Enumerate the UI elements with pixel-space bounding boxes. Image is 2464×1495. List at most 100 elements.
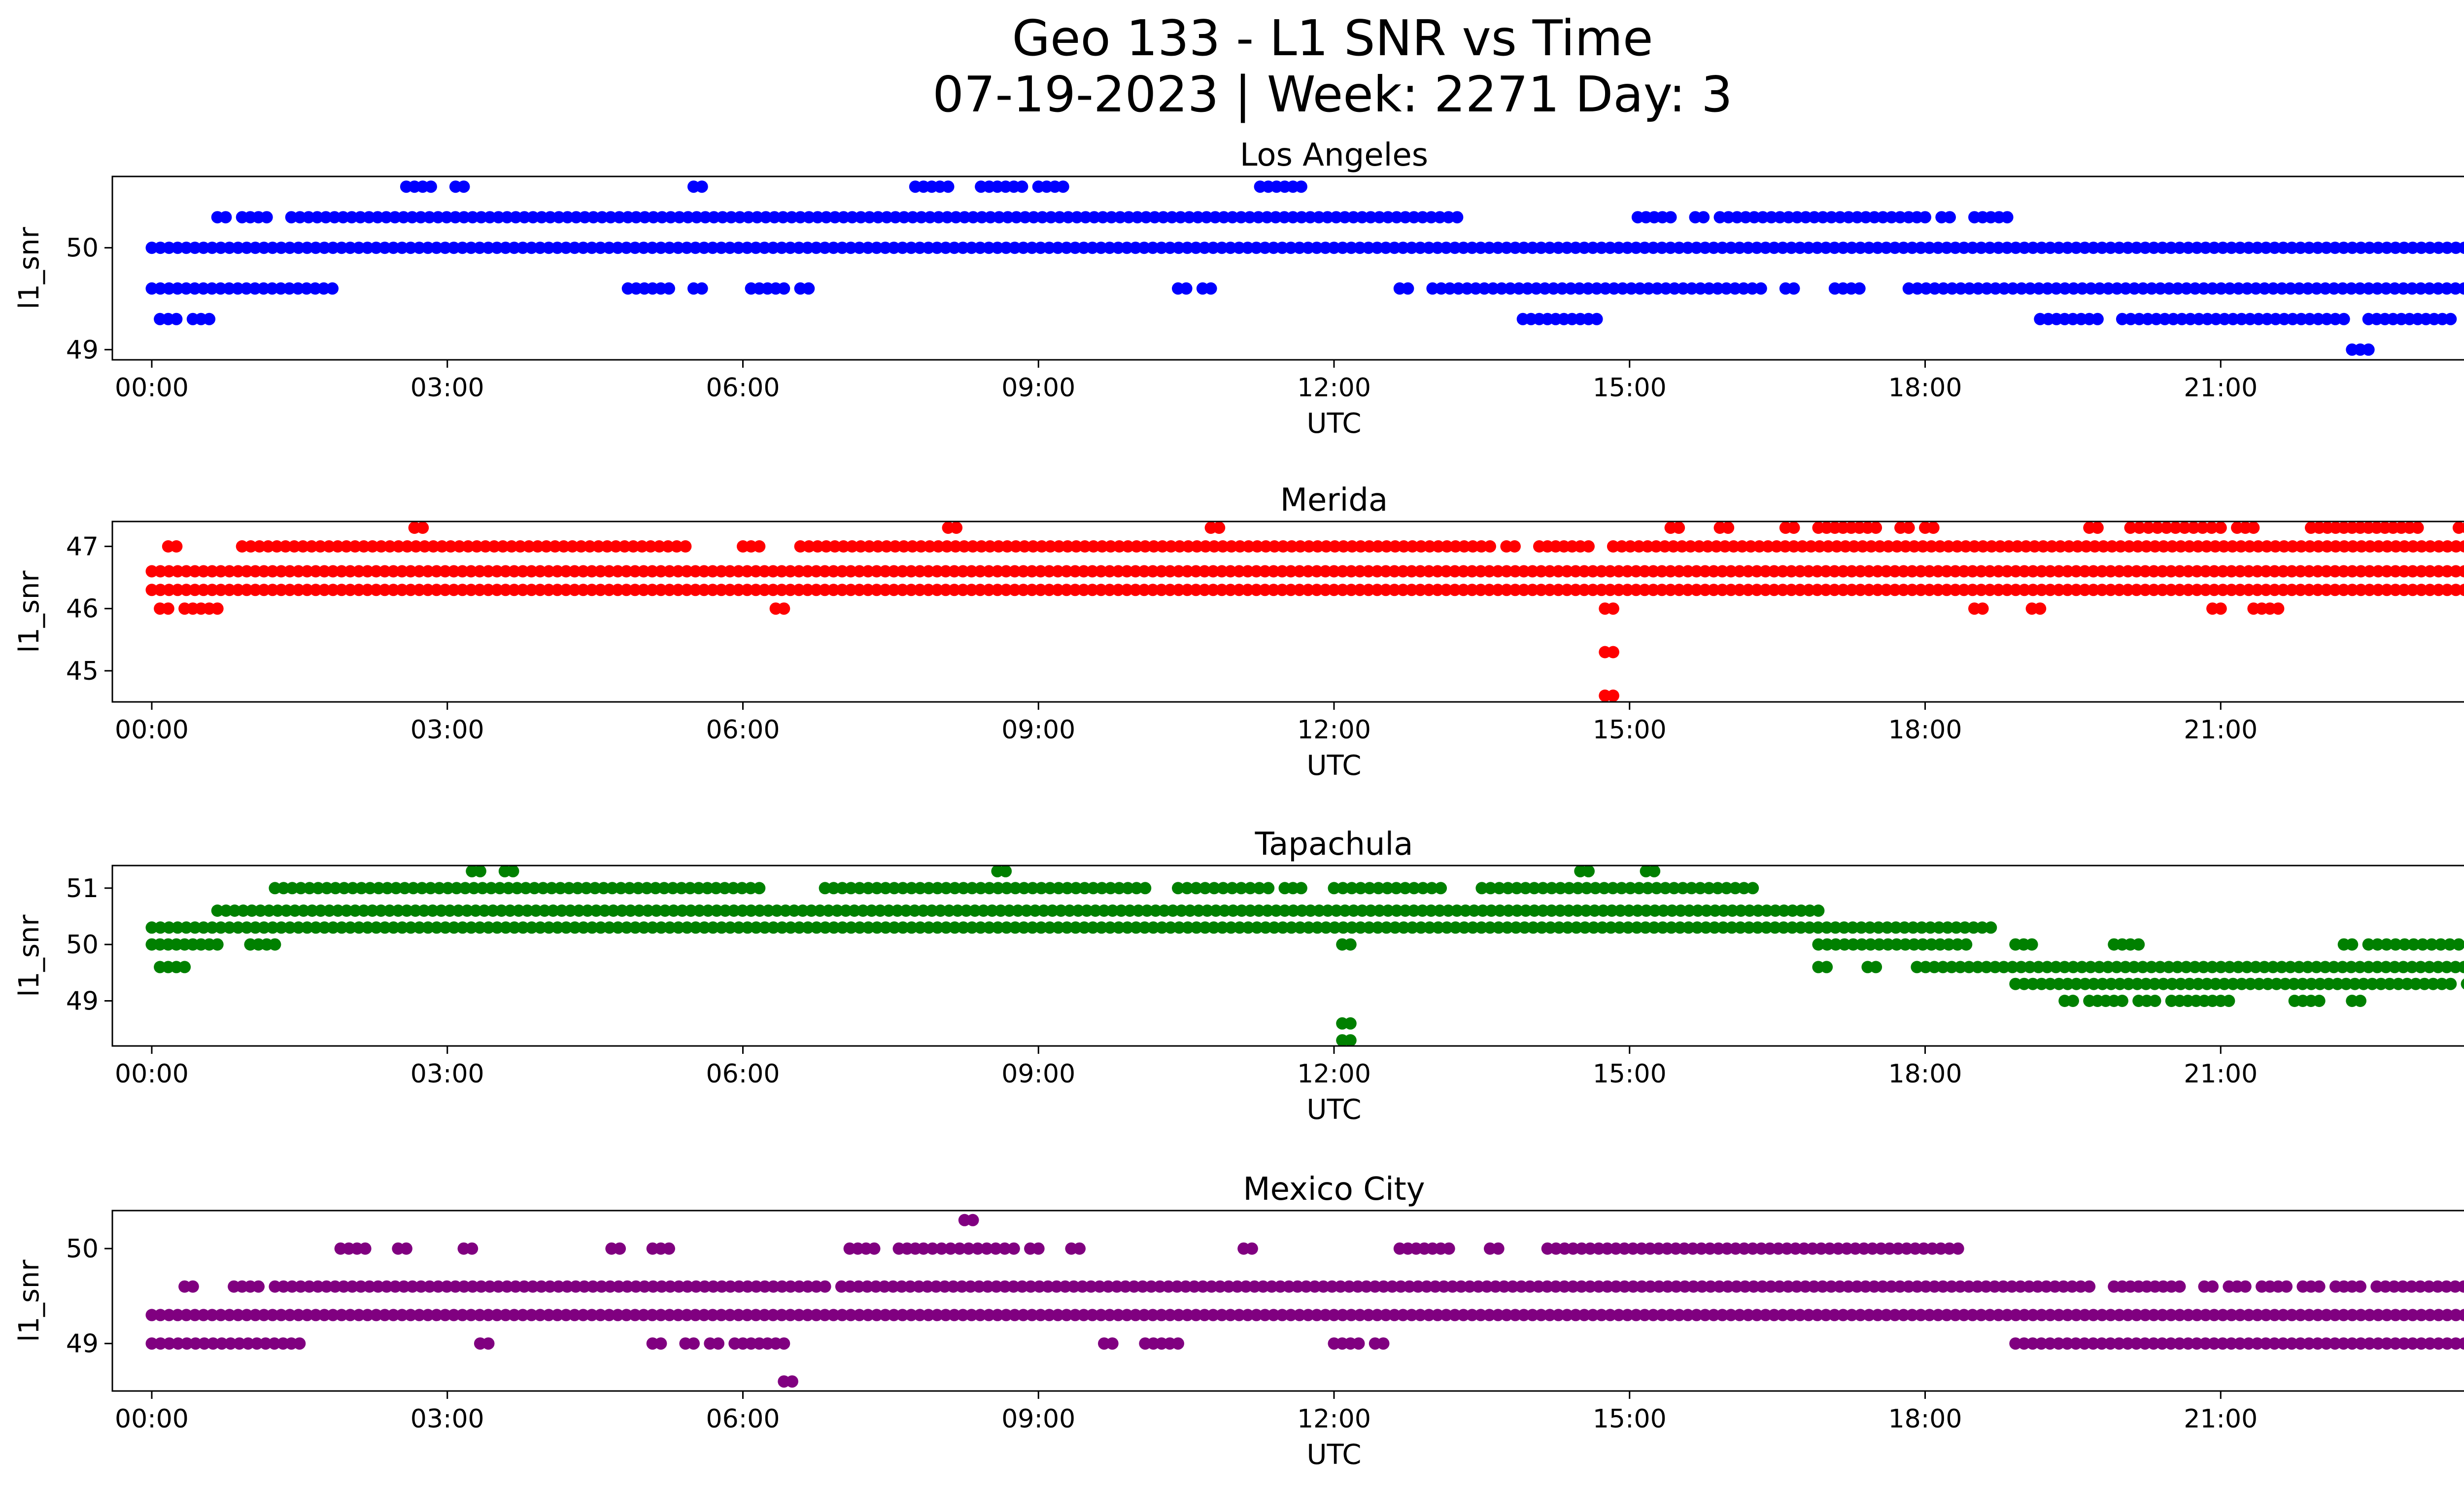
data-point — [2041, 961, 2053, 973]
data-point — [309, 565, 322, 578]
data-point — [2209, 977, 2222, 990]
data-point — [2001, 1309, 2014, 1321]
data-point — [2269, 313, 2282, 325]
data-point — [638, 1280, 651, 1293]
data-point — [1190, 584, 1202, 596]
data-point — [1825, 1280, 1838, 1293]
data-point — [1754, 282, 1767, 295]
data-point — [1354, 1309, 1366, 1321]
data-point — [792, 584, 805, 596]
data-point — [1449, 921, 1462, 934]
data-point — [1957, 1309, 1970, 1321]
data-point — [1957, 584, 1970, 596]
data-point — [706, 584, 719, 596]
data-point — [801, 565, 814, 578]
data-point — [418, 540, 431, 553]
data-point — [870, 242, 883, 254]
data-point — [992, 540, 1005, 553]
data-point — [1129, 921, 1142, 934]
data-point — [1130, 540, 1143, 553]
data-point — [1894, 211, 1907, 224]
data-point — [758, 565, 771, 578]
data-point — [327, 584, 340, 596]
data-point — [1871, 242, 1884, 254]
data-point — [1980, 1280, 1992, 1293]
data-point — [612, 584, 624, 596]
data-point — [1971, 961, 1984, 973]
data-point — [2076, 282, 2088, 295]
data-point — [2200, 540, 2213, 553]
data-point — [1069, 1309, 1082, 1321]
data-point — [1429, 1280, 1441, 1293]
data-point — [874, 904, 887, 917]
data-point — [1224, 565, 1237, 578]
data-point — [1697, 211, 1710, 224]
data-point — [1794, 565, 1807, 578]
data-point — [1198, 242, 1211, 254]
data-point — [2234, 242, 2247, 254]
data-point — [180, 1309, 193, 1321]
data-point — [1172, 565, 1185, 578]
data-point — [771, 904, 783, 917]
data-point — [1250, 565, 1263, 578]
data-point — [1293, 584, 1306, 596]
data-point — [1683, 904, 1696, 917]
data-point — [2120, 282, 2132, 295]
data-point — [2398, 938, 2411, 951]
data-point — [1604, 565, 1616, 578]
data-point — [1363, 921, 1375, 934]
data-point — [490, 1309, 503, 1321]
data-point — [1897, 1309, 1910, 1321]
data-point — [1787, 522, 1800, 534]
data-point — [1746, 882, 1759, 895]
data-point — [211, 602, 224, 615]
data-point — [2071, 540, 2084, 553]
data-point — [1951, 540, 1964, 553]
data-point — [496, 540, 509, 553]
data-point — [2050, 282, 2063, 295]
data-point — [1044, 882, 1057, 895]
data-point — [646, 1309, 659, 1321]
data-point — [1902, 282, 1915, 295]
data-point — [1267, 584, 1280, 596]
data-point — [785, 921, 797, 934]
data-point — [352, 565, 365, 578]
data-point — [1426, 882, 1438, 895]
data-point — [2388, 1280, 2400, 1293]
data-point — [1782, 211, 1795, 224]
data-point — [689, 921, 702, 934]
data-point — [2381, 540, 2394, 553]
data-point — [528, 882, 541, 895]
data-point — [2380, 1309, 2393, 1321]
data-point — [2046, 540, 2058, 553]
data-point — [1399, 904, 1412, 917]
data-point — [1466, 1309, 1478, 1321]
data-point — [2440, 282, 2453, 295]
x-tick-label: 00:00 — [115, 373, 189, 403]
data-point — [2279, 977, 2292, 990]
data-point — [1946, 282, 1958, 295]
data-point — [1621, 584, 1634, 596]
data-point — [1069, 584, 1082, 596]
data-point — [145, 1309, 158, 1321]
data-point — [2397, 1337, 2410, 1350]
data-point — [259, 1337, 272, 1350]
data-point — [361, 584, 374, 596]
data-point — [2286, 1337, 2298, 1350]
data-point — [2217, 584, 2229, 596]
data-point — [1388, 565, 1401, 578]
data-point — [655, 1280, 668, 1293]
data-point — [2097, 540, 2110, 553]
data-point — [1095, 242, 1107, 254]
data-point — [2061, 565, 2074, 578]
data-point — [1751, 921, 1764, 934]
data-point — [943, 904, 956, 917]
data-point — [603, 565, 616, 578]
data-point — [2105, 977, 2118, 990]
data-point — [525, 1309, 538, 1321]
data-point — [1216, 921, 1229, 934]
data-point — [1595, 584, 1608, 596]
data-point — [424, 180, 437, 193]
data-point — [1241, 565, 1254, 578]
